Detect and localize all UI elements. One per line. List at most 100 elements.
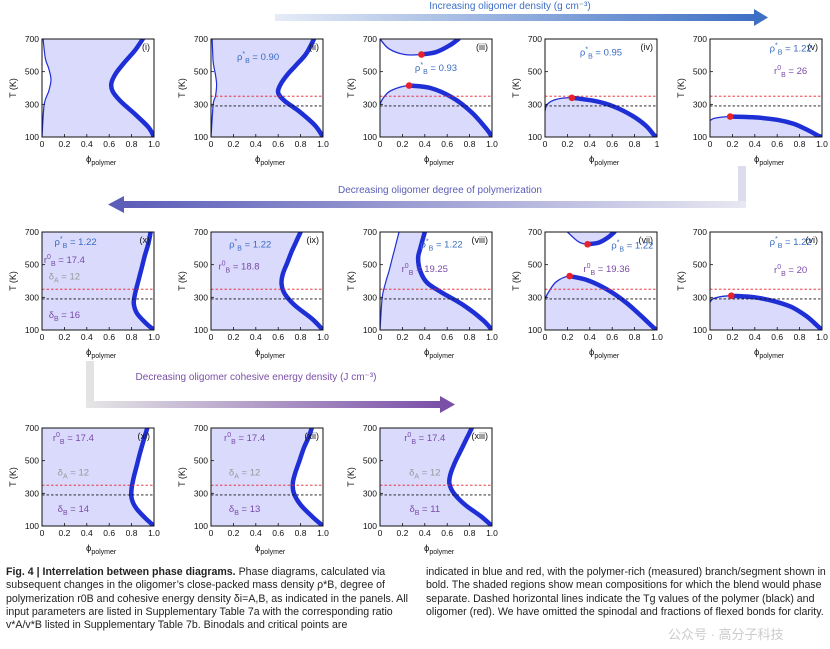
x-axis-symbol: ϕ (86, 543, 91, 554)
ced-arrow-label: Decreasing oligomer cohesive energy dens… (136, 372, 377, 383)
x-tick-label: 0 (378, 139, 383, 149)
x-tick-label: 1.0 (486, 528, 498, 538)
panel-xii: 0 0.2 0.4 0.6 0.8 1.0 100 300 500 700 T (K) ϕpolyme… (177, 423, 329, 556)
delta-a-label: δA = 12 (49, 271, 80, 284)
critical-point (727, 292, 735, 300)
y-tick-label: 100 (363, 521, 377, 531)
x-tick-label: 0.2 (396, 332, 408, 342)
x-tick-label: 0 (543, 139, 548, 149)
phase-separated-region (42, 232, 154, 330)
x-axis-label: ϕpolymer (86, 154, 117, 167)
x-tick-label: 0.4 (749, 139, 761, 149)
x-axis-subscript: polymer (594, 353, 620, 360)
y-tick-label: 700 (25, 227, 39, 237)
delta-b-value: 11 (430, 504, 440, 515)
x-tick-label: 0.6 (441, 139, 453, 149)
x-tick-label: 0.2 (561, 332, 573, 342)
x-axis-subscript: polymer (759, 353, 785, 360)
x-axis-symbol: ϕ (255, 154, 260, 165)
r0-value: 20 (797, 265, 808, 276)
delta-a-value: 12 (70, 271, 81, 282)
y-tick-label: 500 (693, 260, 707, 270)
x-axis-subscript: polymer (91, 353, 117, 360)
y-axis-label: T (K) (511, 271, 521, 291)
r0-value: 17.4 (247, 433, 266, 444)
panel-iv: 0 0.2 0.4 0.6 0.8 1 100 300 500 700 T (K) ϕpolymer (… (511, 34, 660, 167)
y-axis-label: T (K) (676, 271, 686, 291)
x-axis-subscript: polymer (429, 160, 455, 167)
panel-i: 0 0.2 0.4 0.6 0.8 1.0 100 300 500 700 T (K) ϕpolyme… (8, 34, 160, 167)
r0-label: r0B = 20 (774, 264, 807, 278)
binodal-polymer-rich-branch (128, 428, 154, 526)
phase-separated-region (380, 85, 492, 137)
phase-separated-region (211, 428, 323, 526)
y-axis-label: T (K) (177, 467, 187, 487)
y-tick-label: 700 (528, 227, 542, 237)
panel-iii: 0 0.2 0.4 0.6 0.8 1.0 100 300 500 700 T (K) ϕpolyme… (346, 34, 498, 167)
x-axis-symbol: ϕ (86, 347, 91, 358)
x-tick-label: 1.0 (816, 332, 828, 342)
x-tick-label: 0 (378, 528, 383, 538)
y-tick-label: 100 (194, 325, 208, 335)
critical-point (566, 272, 573, 280)
x-tick-label: 1.0 (148, 332, 160, 342)
x-tick-label: 0.2 (396, 139, 408, 149)
x-axis-symbol: ϕ (255, 347, 260, 358)
r0-value: 17.4 (75, 433, 94, 444)
x-tick-label: 1.0 (486, 332, 498, 342)
x-tick-label: 0 (209, 332, 214, 342)
y-tick-label: 100 (528, 325, 542, 335)
x-axis-label: ϕpolymer (424, 154, 455, 167)
panel-label: (ii) (309, 42, 319, 52)
y-tick-label: 100 (25, 521, 39, 531)
x-tick-label: 0.4 (81, 332, 93, 342)
x-tick-label: 0 (40, 528, 45, 538)
rho-value: 0.93 (439, 63, 458, 74)
y-tick-label: 500 (363, 456, 377, 466)
y-tick-label: 700 (25, 423, 39, 433)
rho-label: ρ*B = 0.93 (415, 62, 457, 76)
x-tick-label: 0.4 (250, 528, 262, 538)
plot-frame (210, 38, 324, 138)
x-axis-label: ϕpolymer (86, 347, 117, 360)
plot-frame (379, 427, 493, 527)
x-tick-label: 0.8 (464, 528, 476, 538)
density-arrow-label: Increasing oligomer density (g cm⁻³) (429, 1, 590, 12)
y-tick-label: 700 (25, 34, 39, 44)
x-tick-label: 0 (209, 139, 214, 149)
y-tick-label: 500 (528, 67, 542, 77)
delta-b-label: δB = 16 (49, 310, 80, 323)
x-tick-label: 0.6 (103, 332, 115, 342)
rho-value: 1.22 (444, 240, 463, 251)
x-tick-label: 0.8 (629, 332, 641, 342)
r0-value: 17.4 (427, 433, 446, 444)
y-tick-label: 300 (693, 99, 707, 109)
x-tick-label: 0.6 (606, 332, 618, 342)
x-axis-label: ϕpolymer (255, 543, 286, 556)
panel-viii: 0 0.2 0.4 0.6 0.8 1.0 100 300 500 700 T (K) ϕpolyme… (346, 227, 498, 360)
x-tick-label: 1.0 (148, 528, 160, 538)
delta-a-label: δA = 12 (58, 467, 89, 480)
x-tick-label: 0.8 (794, 139, 806, 149)
y-tick-label: 700 (363, 34, 377, 44)
y-tick-label: 700 (194, 423, 208, 433)
y-tick-label: 500 (194, 456, 208, 466)
x-tick-label: 0.4 (81, 139, 93, 149)
delta-a-value: 12 (430, 467, 441, 478)
delta-a-label: δA = 12 (409, 467, 440, 480)
panel-xi: 0 0.2 0.4 0.6 0.8 1.0 100 300 500 700 T (K) ϕpolyme… (8, 423, 160, 556)
upper-binodal-bold (585, 232, 617, 247)
delta-a-label: δA = 12 (229, 467, 260, 480)
y-tick-label: 500 (528, 260, 542, 270)
binodal-polymer-rich-branch (567, 273, 657, 330)
x-tick-label: 0.8 (794, 332, 806, 342)
x-tick-label: 0.6 (103, 139, 115, 149)
phase-separated-region (42, 39, 154, 137)
x-tick-label: 0 (209, 528, 214, 538)
panel-label: (ix) (307, 235, 320, 245)
r0-label: r0B = 19.36 (583, 263, 629, 277)
x-axis-symbol: ϕ (424, 543, 429, 554)
x-tick-label: 0.6 (272, 332, 284, 342)
caption-label: Fig. 4 | Interrelation between phase dia… (6, 566, 236, 578)
y-tick-label: 500 (194, 260, 208, 270)
